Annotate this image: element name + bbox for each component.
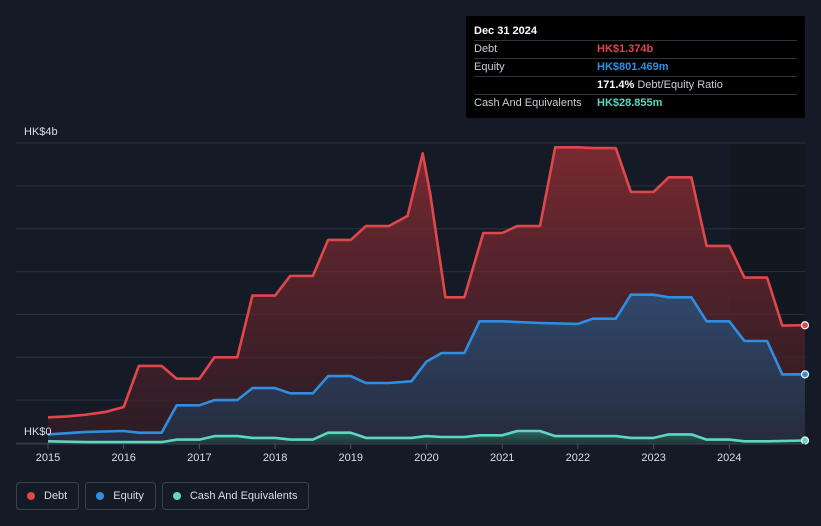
line-debt [47,146,806,419]
tooltip-value-cash: HK$28.855m [597,97,663,109]
x-tick-label: 2015 [36,452,60,464]
endpoint-debt [800,321,810,330]
tooltip-row-debt: Debt HK$1.374b [474,40,797,58]
line-equity [47,293,806,436]
tooltip-row-equity: Equity HK$801.469m [474,58,797,76]
x-tick-label: 2023 [641,452,665,464]
series-endpoints [800,321,810,445]
series-lines [47,146,806,444]
x-tick-label: 2022 [566,452,590,464]
tooltip-label-ratio [474,77,597,94]
tooltip-row-ratio: 171.4% Debt/Equity Ratio [474,76,797,94]
legend-dot-equity [96,492,105,500]
legend-item-equity[interactable]: Equity [85,482,156,510]
y-tick-label: HK$0 [24,426,52,438]
tooltip-value-equity: HK$801.469m [597,61,669,73]
tooltip-ratio-text: Debt/Equity Ratio [637,79,723,91]
legend-label-debt: Debt [44,490,68,502]
x-tick-label: 2018 [263,452,287,464]
y-tick-label: HK$4b [24,126,58,138]
y-axis: HK$4b HK$0 [24,126,58,438]
x-axis: 2015 2016 2017 2018 2019 2020 2021 2022 2023 2024 [16,443,805,464]
tooltip-label-cash: Cash And Equivalents [474,97,582,109]
legend-item-cash[interactable]: Cash And Equivalents [161,482,310,510]
tooltip-value-debt: HK$1.374b [597,43,654,55]
line-cash [47,429,806,444]
x-tick-label: 2021 [490,452,514,464]
x-tick-label: 2017 [187,452,211,464]
tooltip-label-equity: Equity [474,61,505,73]
legend-dot-cash [172,492,181,500]
area-equity [48,294,805,443]
series-areas [48,147,805,444]
endpoint-equity [800,370,810,379]
tooltip-date: Dec 31 2024 [474,25,537,37]
legend-item-debt[interactable]: Debt [16,482,80,510]
data-tooltip: Dec 31 2024 Debt HK$1.374b Equity HK$801… [466,16,805,118]
tooltip-row-cash: Cash And Equivalents HK$28.855m [474,94,797,112]
tooltip-label-debt: Debt [474,43,498,55]
x-tick-label: 2024 [717,452,741,464]
chart-legend: Debt Equity Cash And Equivalents [16,482,310,510]
legend-label-cash: Cash And Equivalents [189,490,298,502]
legend-label-equity: Equity [113,490,144,502]
endpoint-cash [800,436,810,445]
x-tick-label: 2016 [111,452,135,464]
x-tick-label: 2019 [339,452,363,464]
legend-dot-debt [27,492,35,500]
tooltip-ratio-value: 171.4% [597,79,635,91]
x-tick-label: 2020 [414,452,438,464]
